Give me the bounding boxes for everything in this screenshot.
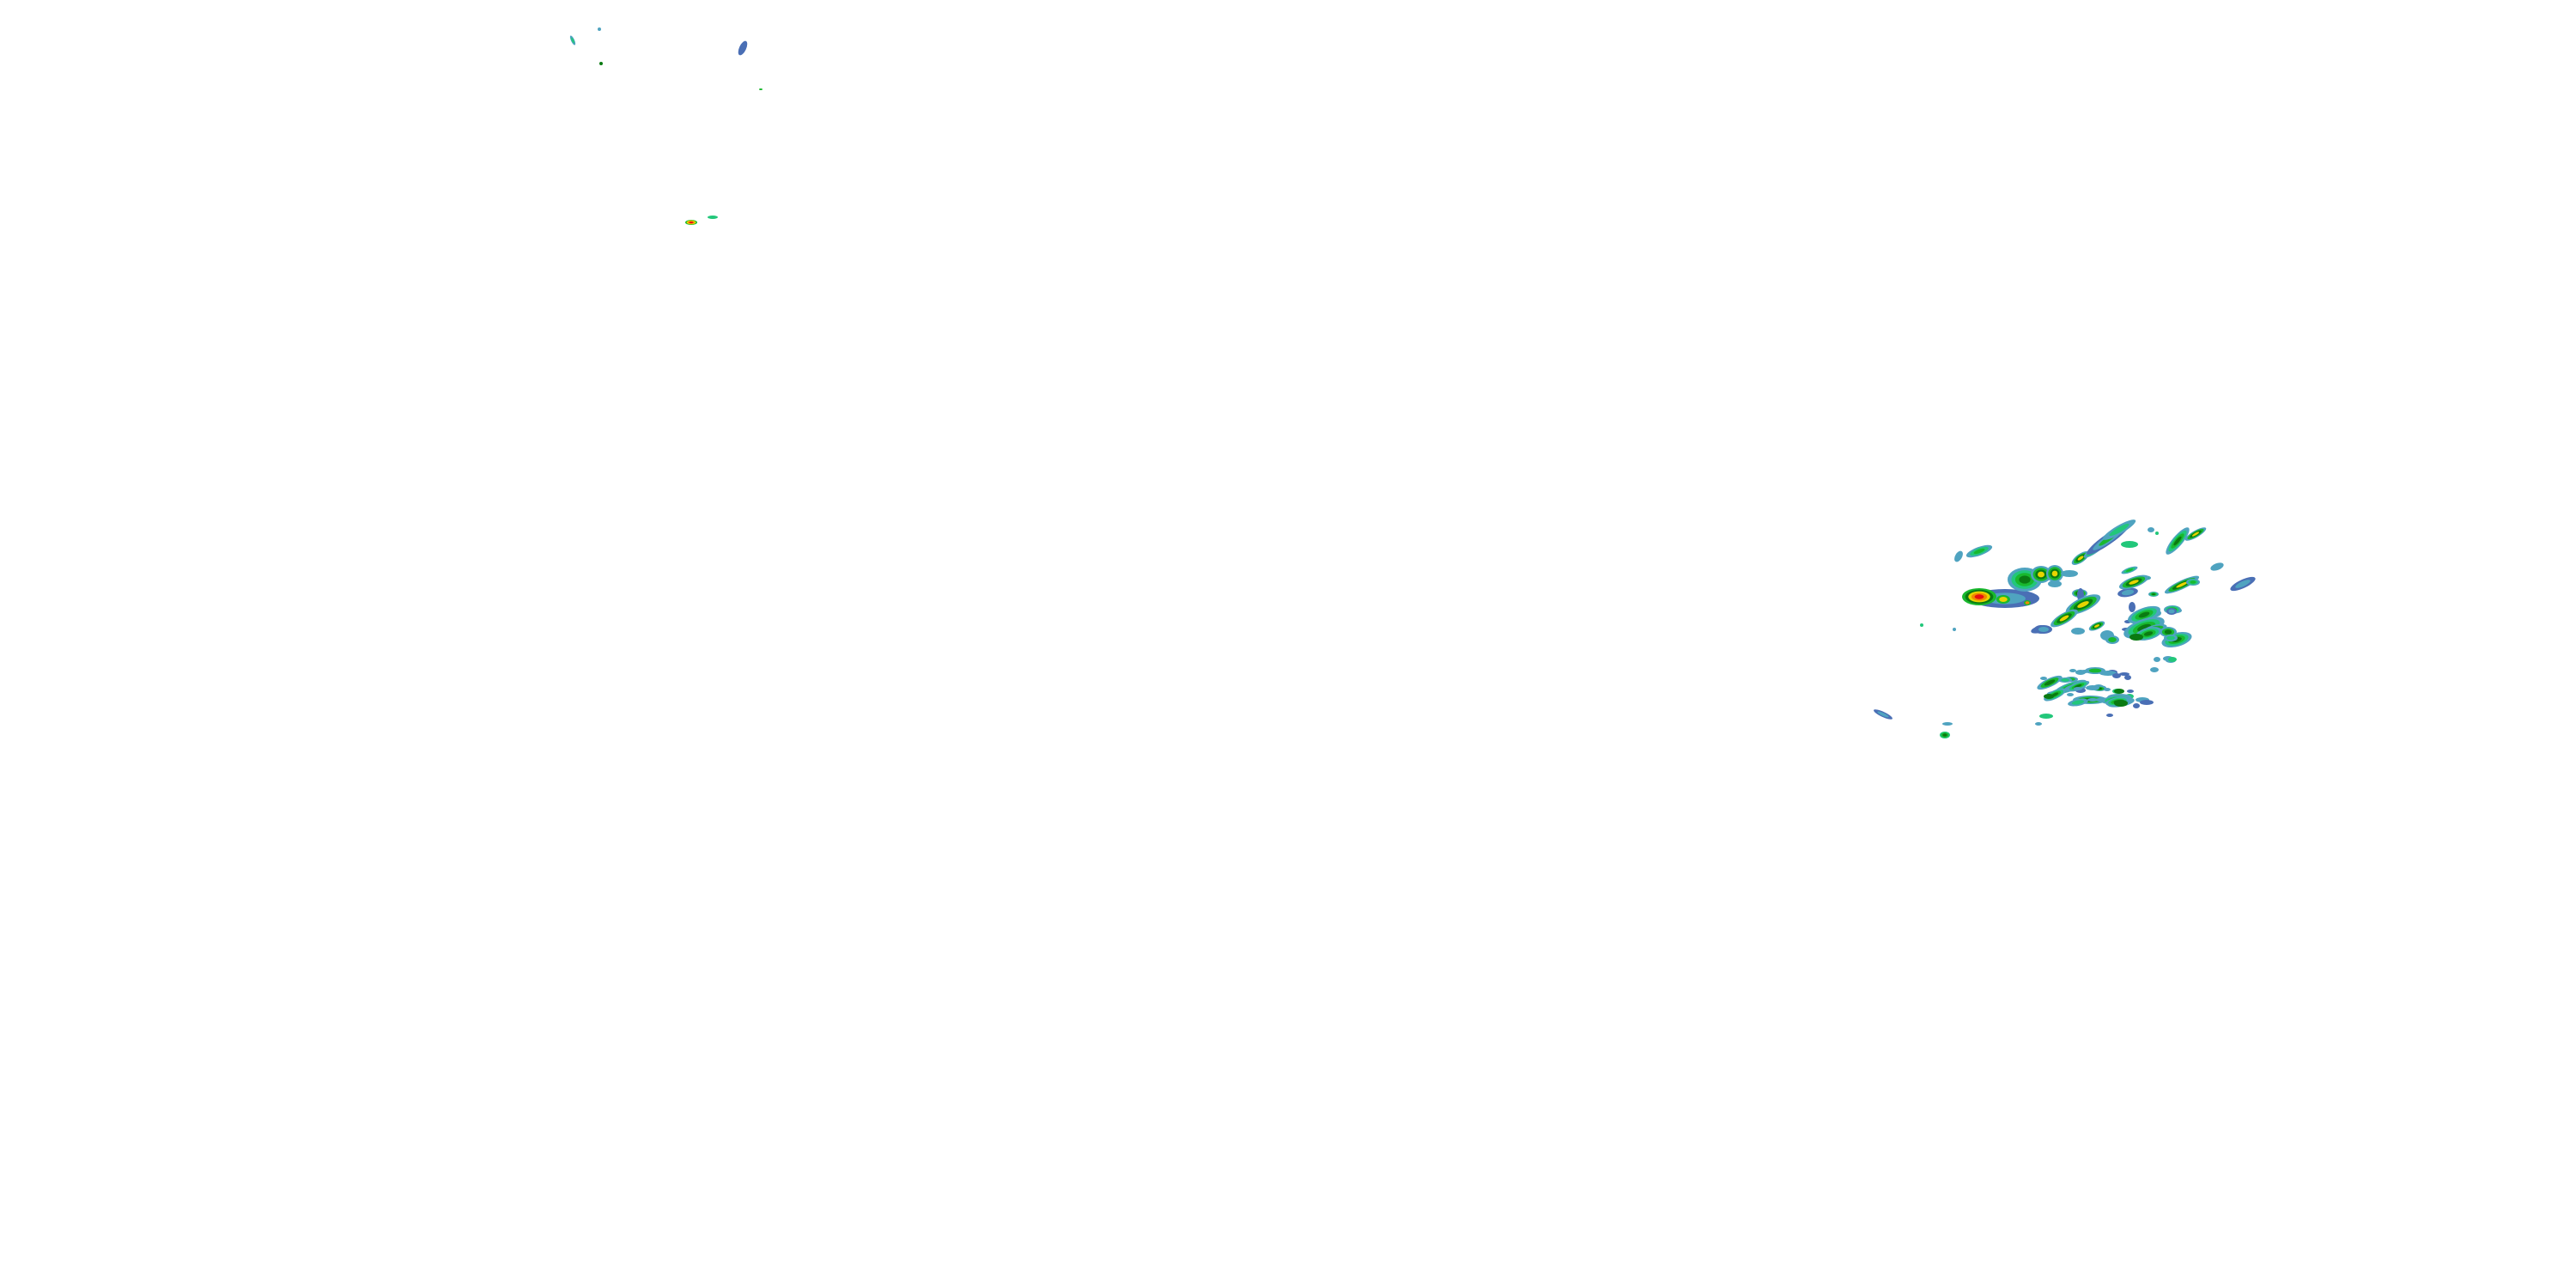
precip-cell	[2129, 602, 2136, 612]
precip-cell	[2088, 621, 2105, 631]
precip-cell	[2102, 519, 2136, 540]
precip-cell	[2095, 698, 2105, 702]
precip-cell	[2050, 609, 2078, 628]
precip-cell	[2069, 669, 2076, 672]
precip-cell	[2124, 675, 2131, 680]
precip-cell	[2155, 532, 2159, 535]
precip-cell	[2166, 608, 2177, 615]
precip-cell	[2121, 541, 2138, 548]
precip-cell	[2123, 617, 2165, 639]
precip-cell	[2104, 688, 2111, 691]
precip-cell	[2186, 579, 2200, 586]
precip-cell	[2105, 635, 2119, 644]
precip-cell	[2048, 580, 2062, 587]
precip-cell	[2058, 677, 2072, 683]
precip-cell	[2119, 672, 2129, 676]
precip-cell	[2106, 714, 2113, 717]
precip-cell	[2148, 527, 2154, 532]
precip-cell	[685, 220, 697, 225]
precip-cell	[569, 35, 576, 46]
precip-cell	[2067, 693, 2074, 696]
precip-cell	[2128, 605, 2160, 624]
precip-cell	[2184, 527, 2207, 541]
precip-cell	[759, 88, 762, 90]
precip-cell	[2031, 566, 2051, 583]
precip-cell	[2121, 566, 2138, 574]
precip-cell	[599, 62, 603, 65]
precip-cell	[2046, 565, 2063, 582]
precip-cell	[2044, 694, 2054, 699]
precip-cell	[2150, 667, 2159, 672]
precip-cell	[2230, 576, 2256, 592]
precip-cell	[2160, 627, 2177, 637]
precip-cell	[1920, 623, 1923, 627]
precip-cell	[2068, 698, 2088, 707]
precip-cell	[2210, 562, 2224, 571]
precip-cell	[2074, 687, 2082, 690]
precip-cell	[738, 40, 748, 56]
precip-cell	[2071, 628, 2085, 635]
precip-cell	[2140, 700, 2154, 705]
precip-cell	[2099, 671, 2117, 676]
precip-cell	[2035, 722, 2042, 726]
precip-cell	[2037, 675, 2063, 690]
precip-cell	[1965, 544, 1993, 558]
precip-cell	[2168, 657, 2177, 662]
precip-cell	[2086, 685, 2099, 690]
precip-cell	[2148, 592, 2159, 597]
precip-cell	[2166, 527, 2190, 555]
precip-cell	[1962, 588, 1996, 605]
precip-cell	[2114, 689, 2124, 694]
precip-cell	[2114, 700, 2128, 707]
precip-cell	[2154, 657, 2160, 662]
precip-cell	[2127, 690, 2134, 693]
precip-cell	[1954, 550, 1963, 562]
precip-cell	[2039, 714, 2053, 719]
precip-cell	[1953, 628, 1956, 631]
precip-cell	[2117, 587, 2138, 598]
precip-cell	[1874, 709, 1893, 720]
precip-cell	[2133, 703, 2140, 708]
precip-cell	[1940, 732, 1950, 738]
precip-cell	[2164, 635, 2178, 641]
precip-cell	[2035, 625, 2052, 634]
precip-cell	[2061, 570, 2078, 577]
precip-cell	[1942, 722, 1953, 726]
precip-cell	[598, 27, 601, 31]
precip-cell	[2129, 634, 2143, 641]
precip-cell	[2118, 574, 2149, 590]
precip-cell	[2081, 670, 2089, 673]
precip-cell	[708, 216, 718, 219]
precip-cell	[1996, 595, 2010, 604]
precip-cell	[2112, 673, 2121, 678]
precip-cell	[2024, 600, 2031, 605]
precip-cell	[2087, 698, 2098, 702]
precip-cell	[2040, 677, 2047, 680]
